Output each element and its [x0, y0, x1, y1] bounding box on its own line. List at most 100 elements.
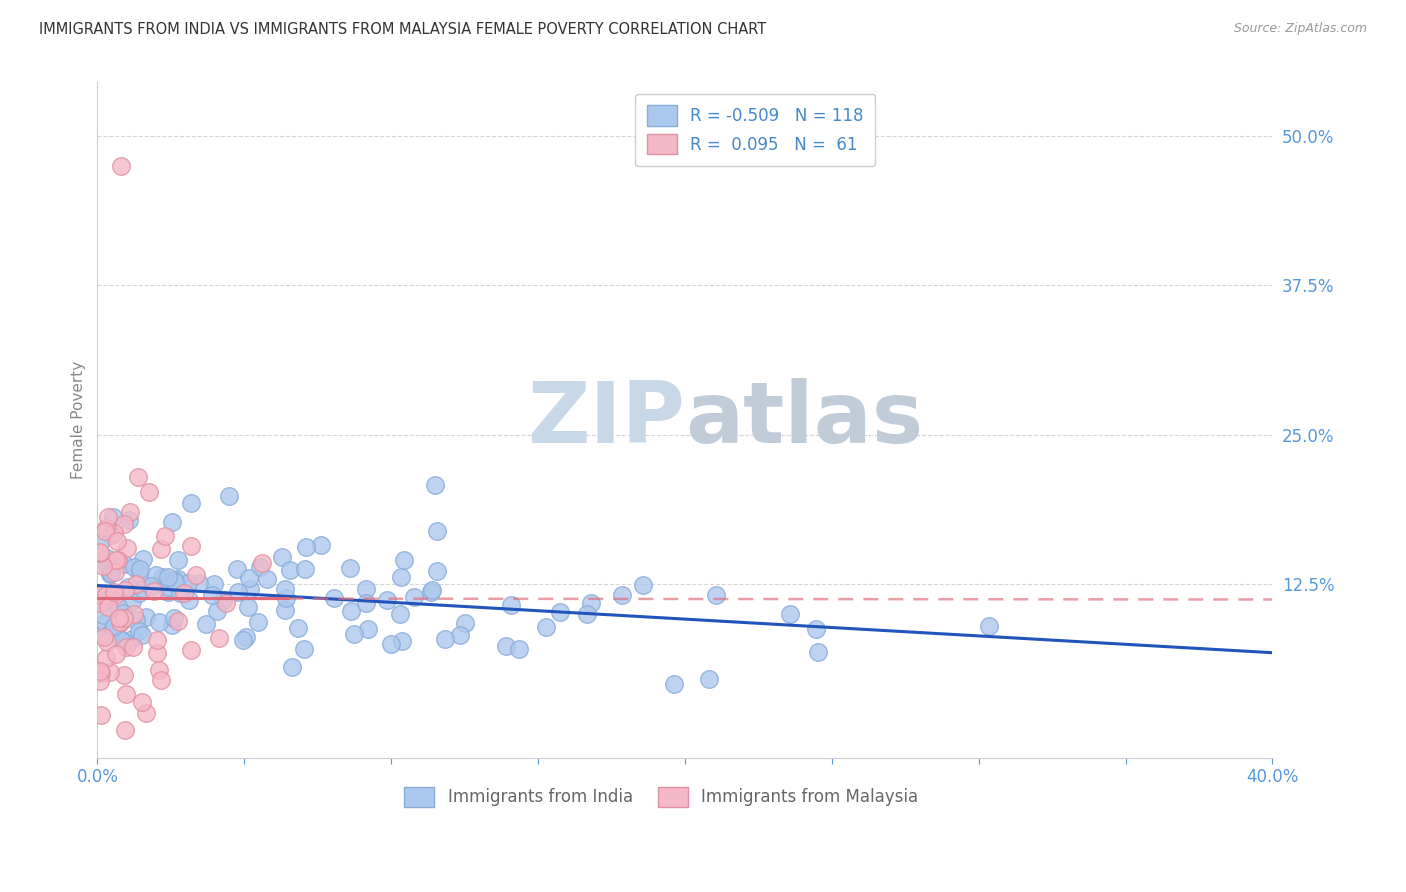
Point — [323, 591, 346, 605]
Point — [103, 619, 125, 633]
Point — [97, 599, 120, 614]
Point — [201, 588, 224, 602]
Point — [157, 580, 180, 594]
Point — [89, 536, 111, 550]
Point — [807, 645, 830, 659]
Text: atlas: atlas — [685, 378, 924, 461]
Point — [122, 607, 145, 621]
Point — [112, 557, 135, 571]
Point — [495, 639, 517, 653]
Point — [256, 572, 278, 586]
Point — [111, 606, 134, 620]
Point — [112, 635, 135, 649]
Point — [426, 524, 449, 538]
Point — [152, 569, 174, 583]
Point — [167, 614, 190, 628]
Point — [112, 667, 135, 681]
Point — [276, 591, 298, 605]
Y-axis label: Female Poverty: Female Poverty — [72, 360, 86, 479]
Point — [135, 609, 157, 624]
Point — [247, 615, 270, 629]
Point — [449, 628, 471, 642]
Point — [195, 616, 218, 631]
Point — [90, 588, 112, 602]
Point — [110, 159, 132, 173]
Point — [402, 590, 425, 604]
Point — [94, 588, 117, 602]
Point — [90, 707, 112, 722]
Point — [389, 570, 412, 584]
Point — [145, 567, 167, 582]
Point — [91, 558, 114, 573]
Point — [89, 673, 111, 688]
Point — [177, 592, 200, 607]
Point — [250, 557, 273, 571]
Point — [128, 566, 150, 580]
Point — [281, 660, 304, 674]
Point — [425, 478, 447, 492]
Point — [508, 641, 530, 656]
Point — [278, 563, 301, 577]
Point — [105, 533, 128, 548]
Point — [167, 573, 190, 587]
Point — [633, 578, 655, 592]
Point — [339, 604, 361, 618]
Point — [354, 582, 377, 596]
Point — [96, 559, 118, 574]
Point — [114, 723, 136, 737]
Point — [110, 633, 132, 648]
Point — [157, 585, 180, 599]
Point — [97, 510, 120, 524]
Point — [163, 575, 186, 590]
Point — [173, 585, 195, 599]
Point — [110, 615, 132, 629]
Point — [105, 623, 128, 637]
Point — [273, 582, 295, 596]
Point — [163, 573, 186, 587]
Point — [249, 560, 271, 574]
Point — [107, 553, 129, 567]
Text: ZIP: ZIP — [527, 378, 685, 461]
Point — [96, 651, 118, 665]
Point — [90, 665, 112, 680]
Point — [100, 566, 122, 580]
Point — [205, 604, 228, 618]
Point — [118, 506, 141, 520]
Point — [93, 631, 115, 645]
Point — [180, 496, 202, 510]
Point — [177, 575, 200, 590]
Point — [534, 619, 557, 633]
Text: Source: ZipAtlas.com: Source: ZipAtlas.com — [1233, 22, 1367, 36]
Point — [139, 579, 162, 593]
Point — [420, 583, 443, 598]
Point — [132, 582, 155, 596]
Point — [112, 517, 135, 532]
Point — [180, 642, 202, 657]
Point — [294, 562, 316, 576]
Point — [419, 584, 441, 599]
Point — [226, 585, 249, 599]
Point — [169, 586, 191, 600]
Point — [101, 510, 124, 524]
Point — [128, 586, 150, 600]
Point — [309, 538, 332, 552]
Point — [104, 566, 127, 580]
Point — [93, 593, 115, 607]
Point — [127, 469, 149, 483]
Point — [125, 613, 148, 627]
Point — [389, 607, 412, 622]
Point — [287, 621, 309, 635]
Point — [292, 641, 315, 656]
Point — [343, 627, 366, 641]
Point — [145, 647, 167, 661]
Point — [128, 562, 150, 576]
Point — [108, 615, 131, 629]
Point — [977, 619, 1000, 633]
Point — [89, 546, 111, 560]
Point — [117, 512, 139, 526]
Point — [96, 634, 118, 648]
Point — [143, 583, 166, 598]
Point — [180, 539, 202, 553]
Point — [167, 553, 190, 567]
Point — [804, 622, 827, 636]
